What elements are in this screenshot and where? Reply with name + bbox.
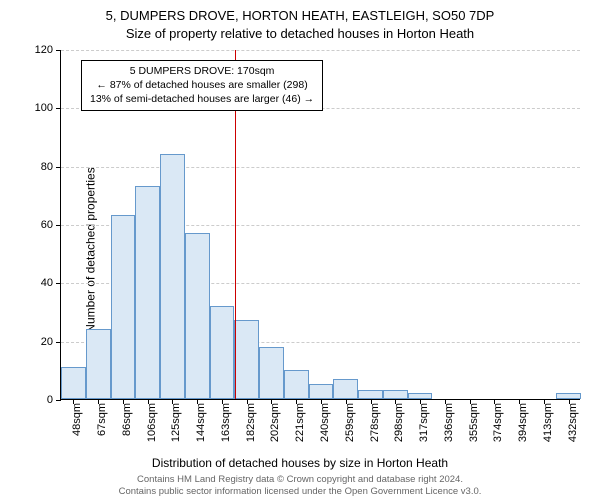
xtick-label: 298sqm <box>393 403 405 442</box>
histogram-bar <box>210 306 235 399</box>
xtick-label: 48sqm <box>71 403 83 436</box>
histogram-bar <box>284 370 309 399</box>
xtick-label: 182sqm <box>245 403 257 442</box>
histogram-bar <box>383 390 408 399</box>
xtick-label: 163sqm <box>220 403 232 442</box>
xtick-label: 67sqm <box>96 403 108 436</box>
plot-inner: 02040608010012048sqm67sqm86sqm106sqm125s… <box>60 50 580 400</box>
xtick-label: 355sqm <box>468 403 480 442</box>
x-axis-label: Distribution of detached houses by size … <box>0 456 600 470</box>
footer-attribution: Contains HM Land Registry data © Crown c… <box>0 474 600 498</box>
histogram-bar <box>61 367 86 399</box>
chart-title-address: 5, DUMPERS DROVE, HORTON HEATH, EASTLEIG… <box>0 8 600 23</box>
xtick-label: 336sqm <box>443 403 455 442</box>
histogram-bar <box>86 329 111 399</box>
ytick-label: 0 <box>21 394 53 406</box>
xtick-label: 125sqm <box>170 403 182 442</box>
histogram-bar <box>160 154 185 399</box>
footer-line2: Contains public sector information licen… <box>0 486 600 498</box>
histogram-bar <box>358 390 383 399</box>
ytick-label: 20 <box>21 336 53 348</box>
ytick-label: 40 <box>21 277 53 289</box>
ytick-label: 60 <box>21 219 53 231</box>
xtick-label: 394sqm <box>517 403 529 442</box>
annotation-line1: 5 DUMPERS DROVE: 170sqm <box>90 64 314 78</box>
xtick-label: 202sqm <box>269 403 281 442</box>
xtick-label: 317sqm <box>418 403 430 442</box>
annotation-line2: ← 87% of detached houses are smaller (29… <box>90 78 314 92</box>
xtick-label: 413sqm <box>542 403 554 442</box>
histogram-bar <box>135 186 160 399</box>
ytick-label: 120 <box>21 44 53 56</box>
histogram-bar <box>185 233 210 399</box>
histogram-bar <box>333 379 358 399</box>
plot-area: 02040608010012048sqm67sqm86sqm106sqm125s… <box>60 50 580 400</box>
xtick-label: 432sqm <box>567 403 579 442</box>
histogram-bar <box>309 384 334 399</box>
xtick-label: 144sqm <box>195 403 207 442</box>
xtick-label: 221sqm <box>294 403 306 442</box>
chart-title-description: Size of property relative to detached ho… <box>0 26 600 41</box>
xtick-label: 240sqm <box>319 403 331 442</box>
xtick-label: 374sqm <box>492 403 504 442</box>
annotation-line3: 13% of semi-detached houses are larger (… <box>90 92 314 106</box>
ytick-label: 100 <box>21 102 53 114</box>
ytick-label: 80 <box>21 161 53 173</box>
annotation-box: 5 DUMPERS DROVE: 170sqm← 87% of detached… <box>81 60 323 111</box>
xtick-label: 278sqm <box>369 403 381 442</box>
xtick-label: 259sqm <box>344 403 356 442</box>
histogram-bar <box>259 347 284 400</box>
xtick-label: 106sqm <box>146 403 158 442</box>
histogram-bar <box>111 215 136 399</box>
footer-line1: Contains HM Land Registry data © Crown c… <box>0 474 600 486</box>
chart-container: 5, DUMPERS DROVE, HORTON HEATH, EASTLEIG… <box>0 0 600 500</box>
xtick-label: 86sqm <box>121 403 133 436</box>
histogram-bar <box>234 320 259 399</box>
